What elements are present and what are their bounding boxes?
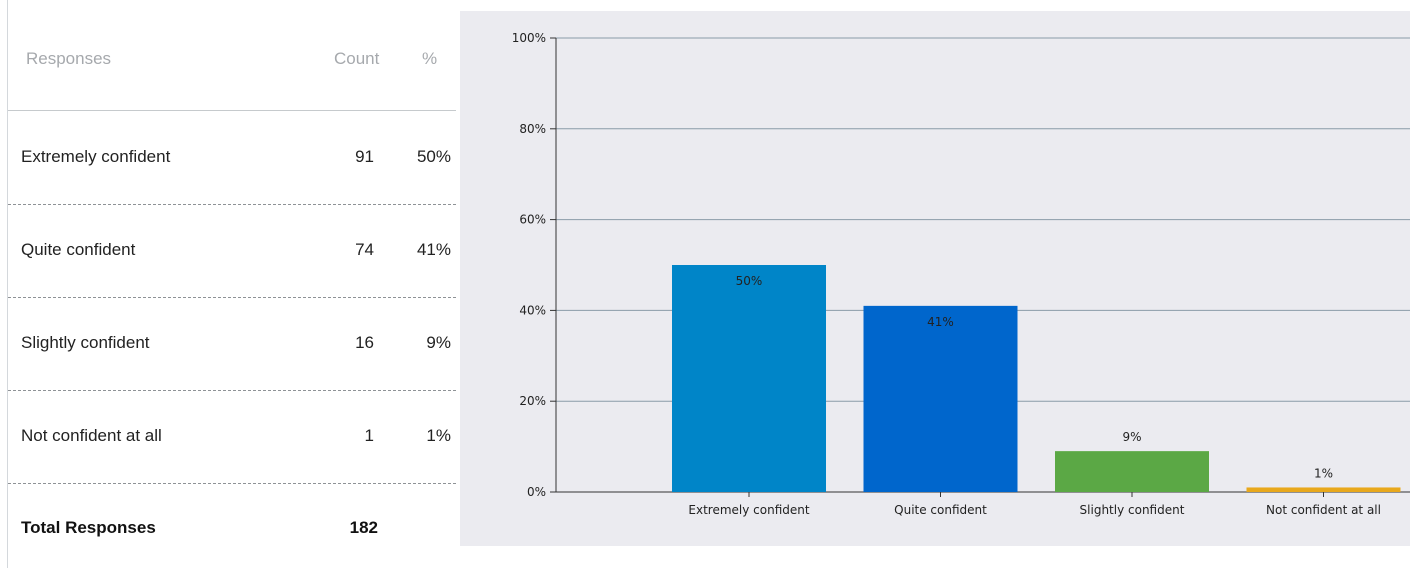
bar	[1055, 451, 1209, 492]
y-tick-label: 100%	[512, 31, 546, 45]
row-percent: 1%	[426, 426, 451, 445]
header-percent: %	[422, 49, 438, 68]
row-percent: 41%	[416, 240, 451, 259]
bar	[863, 305, 1018, 492]
table-row: Quite confident 74 41%	[8, 204, 456, 298]
row-label: Extremely confident	[21, 147, 171, 166]
row-count: 16	[355, 333, 374, 352]
y-tick-label: 40%	[519, 303, 546, 317]
header-divider	[8, 110, 456, 111]
y-tick-label: 0%	[527, 485, 546, 499]
y-tick-label: 20%	[519, 394, 546, 408]
row-percent: 50%	[416, 147, 451, 166]
header-responses: Responses	[26, 49, 112, 68]
responses-table: Responses Count % Extremely confident 91…	[8, 0, 456, 568]
row-label: Not confident at all	[21, 426, 162, 445]
table-row: Slightly confident 16 9%	[8, 297, 456, 391]
row-count: 74	[355, 240, 374, 259]
row-count: 91	[355, 147, 374, 166]
y-tick-label: 80%	[519, 122, 546, 136]
data-label: 50%	[736, 274, 763, 288]
header-count: Count	[334, 49, 380, 68]
row-count: 1	[364, 426, 374, 445]
chart-svg: 0% 20% 40% 60% 80% 100% 50% Extremely confident…	[512, 31, 1410, 517]
bar-chart: 0% 20% 40% 60% 80% 100% 50% Extremely confident…	[460, 11, 1410, 546]
data-label: 41%	[927, 315, 954, 329]
bar	[672, 265, 826, 492]
row-label: Slightly confident	[21, 333, 150, 352]
row-label: Quite confident	[21, 240, 136, 259]
table-row: Extremely confident 91 50%	[8, 111, 456, 205]
bar	[1246, 487, 1401, 492]
data-label: 9%	[1122, 430, 1141, 444]
y-tick-label: 60%	[519, 213, 546, 227]
table-row: Not confident at all 1 1%	[8, 390, 456, 484]
total-count: 182	[349, 518, 378, 537]
row-percent: 9%	[426, 333, 451, 352]
total-label: Total Responses	[21, 518, 156, 537]
x-tick-label: Slightly confident	[1080, 503, 1185, 517]
x-tick-label: Quite confident	[894, 503, 987, 517]
left-border	[7, 0, 8, 568]
x-tick-label: Extremely confident	[688, 503, 809, 517]
data-label: 1%	[1314, 466, 1333, 480]
x-tick-label: Not confident at all	[1266, 503, 1381, 517]
